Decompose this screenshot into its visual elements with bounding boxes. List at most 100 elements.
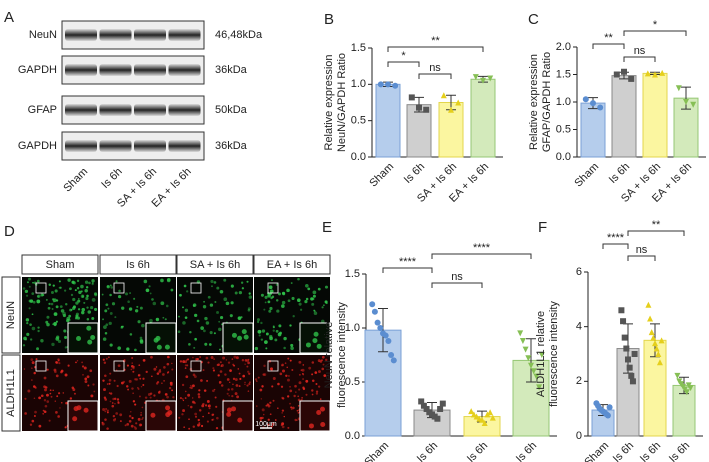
cell-dot [27,277,31,281]
cell-dot [32,281,34,284]
significance-label: **** [607,232,625,244]
y-tick-label: 6 [576,266,582,278]
data-point [392,82,399,89]
cell-dot [254,346,259,351]
data-point [473,413,480,420]
cell-dot [110,286,114,289]
cell-dot [112,415,116,418]
data-point [652,71,658,78]
cell-dot [44,404,48,408]
cell-dot [130,368,133,371]
cell-dot [240,316,243,319]
cell-dot [207,412,210,414]
cell-dot [313,309,316,312]
cell-dot [281,412,283,414]
blot-band [99,104,132,116]
cell-dot [269,413,272,416]
cell-dot [116,398,120,401]
y-tick-label: 4 [576,321,582,333]
cell-dot [67,278,71,282]
cell-dot [200,379,203,382]
cell-dot [260,338,264,341]
cell-dot [119,413,123,417]
cell-dot [312,294,316,298]
cell-dot [31,367,33,370]
cell-dot [50,291,54,294]
blot-label: NeuN [29,29,57,41]
cell-dot [274,419,277,421]
cell-dot [142,417,144,419]
inset-cell [226,411,232,417]
cell-dot [46,322,50,327]
cell-dot [130,411,132,413]
cell-dot [52,323,55,326]
cell-dot [109,372,112,375]
cell-dot [256,320,260,324]
cell-dot [104,309,108,313]
cell-dot [216,363,219,367]
cell-dot [231,394,234,398]
cell-dot [296,298,301,303]
cell-dot [192,425,196,428]
significance-label: ns [451,271,463,283]
roi-box [267,360,279,372]
cell-dot [184,308,189,312]
data-point [530,368,537,375]
significance-label: ** [431,35,440,47]
cell-dot [43,410,47,414]
cell-dot [205,356,209,360]
cell-dot [275,283,279,286]
cell-dot [256,405,258,407]
blot-label: GAPDH [18,64,57,76]
cell-dot [140,414,143,417]
cell-dot [324,300,328,304]
cell-dot [108,392,111,394]
cell-dot [138,395,141,398]
cell-dot [264,301,267,304]
blot-size: 50kDa [215,104,248,116]
cell-dot [222,356,226,360]
cell-dot [55,361,59,364]
cell-dot [323,374,327,377]
cell-dot [300,369,303,372]
significance-bracket [602,243,629,249]
cell-dot [213,358,216,361]
cell-dot [313,311,318,315]
cell-dot [265,404,268,407]
bar [642,72,668,158]
cell-dot [160,278,164,283]
cell-dot [115,412,119,415]
x-tick-label: Is 6h [611,440,636,462]
cell-dot [297,277,300,281]
cell-dot [141,323,145,328]
cell-dot [24,289,29,294]
cell-dot [64,426,67,429]
cell-dot [68,314,72,318]
cell-dot [217,374,220,377]
cell-dot [235,356,239,360]
cell-dot [190,386,193,390]
cell-dot [184,364,187,367]
cell-dot [163,366,166,369]
cell-dot [124,424,127,427]
inset-cell [150,412,156,418]
cell-dot [213,388,216,391]
cell-dot [135,378,138,381]
cell-dot [64,373,68,377]
cell-dot [277,382,280,386]
cell-dot [22,344,26,347]
cell-dot [139,336,143,340]
cell-dot [272,326,275,329]
cell-dot [30,379,33,381]
cell-dot [271,422,275,426]
cell-dot [145,288,150,293]
cell-dot [165,304,169,308]
column-header: Is 6h [126,259,150,271]
cell-dot [108,382,111,385]
lane-label: Sham [61,166,90,195]
cell-dot [155,382,159,385]
cell-dot [149,396,152,399]
cell-dot [109,293,112,297]
roi-box [35,360,47,372]
blot-band [168,140,201,152]
